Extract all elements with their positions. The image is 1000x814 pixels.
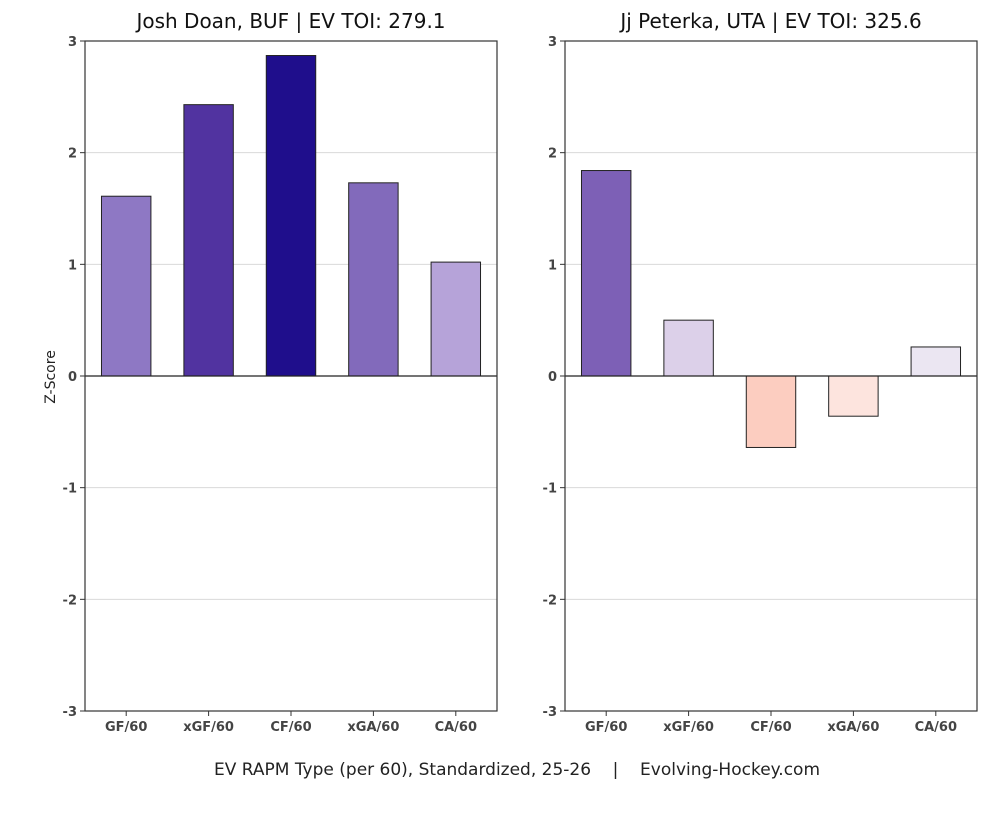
x-tick-label: xGA/60 bbox=[827, 720, 879, 735]
bar-ca-60 bbox=[430, 261, 482, 377]
bar-cf-60 bbox=[265, 55, 317, 377]
y-tick-label: -3 bbox=[543, 705, 557, 720]
x-tick-label: CF/60 bbox=[750, 720, 791, 735]
bar-xga-60 bbox=[828, 375, 879, 417]
y-tick-label: 1 bbox=[548, 258, 557, 273]
y-tick-label: 0 bbox=[68, 370, 77, 385]
y-tick-label: 3 bbox=[68, 35, 77, 50]
y-tick-label: -3 bbox=[63, 705, 77, 720]
bar-xgf-60 bbox=[183, 104, 234, 377]
y-axis-label: Z-Score bbox=[43, 350, 59, 404]
y-tick-label: 3 bbox=[548, 35, 557, 50]
bar-xgf-60 bbox=[663, 319, 714, 377]
x-tick-label: GF/60 bbox=[585, 720, 627, 735]
footer-caption: EV RAPM Type (per 60), Standardized, 25-… bbox=[214, 760, 820, 780]
y-tick-label: 2 bbox=[68, 147, 77, 162]
chart-panel-2: -3 -2 -1 0 1 2 3 GF/60 xGF/60 CF/60 xGA/60 CA/60 Jj … bbox=[543, 9, 978, 735]
x-tick-label: CA/60 bbox=[915, 720, 957, 735]
bar-xga-60 bbox=[348, 182, 399, 377]
chart-panels: -3 -2 -1 0 1 2 3 GF/60 xGF/60 CF/60 xGA/60 CA/60 Jos… bbox=[63, 9, 978, 735]
x-tick-label: xGA/60 bbox=[347, 720, 399, 735]
y-tick-label: -2 bbox=[63, 593, 77, 608]
bar-ca-60 bbox=[910, 346, 962, 377]
chart-panel-1: -3 -2 -1 0 1 2 3 GF/60 xGF/60 CF/60 xGA/60 CA/60 Jos… bbox=[63, 9, 498, 735]
y-tick-label: -1 bbox=[543, 482, 557, 497]
x-tick-label: xGF/60 bbox=[663, 720, 714, 735]
y-tick-label: 1 bbox=[68, 258, 77, 273]
chart-title: Jj Peterka, UTA | EV TOI: 325.6 bbox=[618, 9, 921, 33]
bar-gf-60 bbox=[100, 195, 152, 377]
chart-title: Josh Doan, BUF | EV TOI: 279.1 bbox=[134, 9, 445, 33]
x-tick-label: CA/60 bbox=[435, 720, 477, 735]
y-tick-label: 0 bbox=[548, 370, 557, 385]
y-tick-label: 2 bbox=[548, 147, 557, 162]
bar-cf-60 bbox=[745, 375, 797, 448]
y-tick-label: -1 bbox=[63, 482, 77, 497]
x-tick-label: CF/60 bbox=[270, 720, 311, 735]
bar-gf-60 bbox=[580, 170, 632, 377]
y-tick-label: -2 bbox=[543, 593, 557, 608]
x-tick-label: xGF/60 bbox=[183, 720, 234, 735]
x-tick-label: GF/60 bbox=[105, 720, 147, 735]
